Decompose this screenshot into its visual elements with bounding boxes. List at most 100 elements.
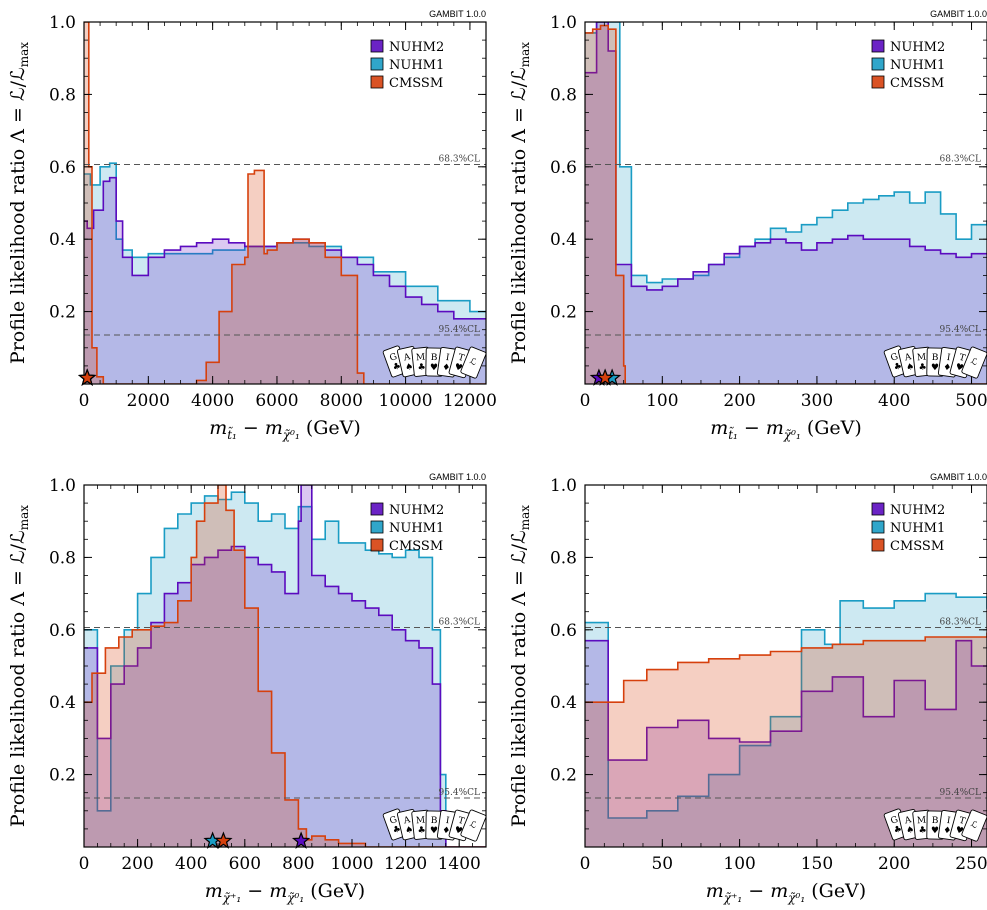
legend-label-nuhm2: NUHM2 [890, 503, 945, 518]
svg-text:B: B [932, 816, 939, 826]
gambit-logo: G♣A♠M♣B♥I♦T♥ ℒ [883, 808, 987, 842]
svg-text:I: I [445, 816, 450, 826]
series-fill-nuhm2 [84, 177, 486, 384]
legend-label-cmssm: CMSSM [389, 76, 443, 91]
svg-text:G: G [388, 352, 398, 364]
x-axis-label: mt̃₁ − mχ̃⁰₁ (GeV) [209, 417, 361, 442]
svg-text:♥: ♥ [453, 362, 463, 374]
y-tick-label: 0.8 [550, 85, 577, 105]
x-tick-label: 0 [79, 854, 90, 874]
svg-text:♥: ♥ [430, 363, 438, 373]
svg-text:M: M [415, 815, 425, 826]
legend-label-cmssm: CMSSM [389, 539, 443, 554]
series-line-nuhm1 [585, 592, 987, 819]
svg-text:A: A [402, 815, 412, 827]
svg-text:♠: ♠ [404, 362, 414, 374]
x-tick-label: 10000 [379, 391, 433, 411]
svg-text:♠: ♠ [404, 825, 414, 837]
svg-text:♣: ♣ [417, 362, 426, 373]
chart-panel-1: 68.3%CL 95.4%CL 0 2000 4000 6000 8000 10000 1200… [7, 9, 497, 442]
legend-swatch-nuhm2 [370, 39, 384, 53]
svg-text:♠: ♠ [905, 825, 915, 837]
series-line-nuhm1 [84, 162, 486, 313]
series-fill-nuhm2 [585, 22, 987, 384]
svg-text:♥: ♥ [954, 362, 964, 374]
x-tick-label: 250 [955, 854, 987, 874]
x-tick-label: 0 [79, 391, 90, 411]
x-tick-label: 400 [175, 854, 207, 874]
y-tick-label: 1.0 [550, 476, 577, 496]
x-tick-label: 200 [121, 854, 153, 874]
y-axis-label: Profile likelihood ratio Λ = ℒ/ℒmax [508, 42, 532, 364]
gambit-version-tag: GAMBIT 1.0.0 [930, 9, 987, 19]
svg-text:M: M [916, 352, 926, 363]
y-axis-label: Profile likelihood ratio Λ = ℒ/ℒmax [7, 42, 31, 364]
x-tick-label: 800 [282, 854, 314, 874]
y-tick-label: 0.6 [550, 158, 577, 178]
cl-label-lower: 95.4%CL [439, 325, 480, 335]
y-tick-label: 0.2 [49, 766, 76, 786]
svg-text:♠: ♠ [905, 362, 915, 374]
series-line-cmssm [585, 632, 987, 703]
series-line-nuhm1 [84, 491, 486, 847]
series-line-cmssm [585, 24, 987, 384]
series-fill-cmssm [84, 22, 486, 384]
svg-text:A: A [903, 815, 913, 827]
x-tick-label: 100 [646, 391, 678, 411]
svg-text:♣: ♣ [918, 825, 927, 836]
svg-text:♣: ♣ [892, 361, 903, 373]
svg-text:T: T [958, 353, 966, 364]
y-tick-label: 0.8 [49, 85, 76, 105]
series-line-nuhm2 [84, 176, 486, 320]
x-tick-label: 400 [878, 391, 910, 411]
svg-text:♥: ♥ [931, 826, 939, 836]
y-axis-label: Profile likelihood ratio Λ = ℒ/ℒmax [508, 505, 532, 827]
x-tick-label: 600 [229, 854, 261, 874]
svg-text:G: G [889, 815, 899, 827]
cl-label-lower: 95.4%CL [439, 788, 480, 798]
legend-label-nuhm2: NUHM2 [890, 40, 945, 55]
series-fill-nuhm1 [585, 593, 987, 847]
svg-text:T: T [457, 353, 465, 364]
legend-label-nuhm1: NUHM1 [890, 58, 945, 73]
svg-text:T: T [457, 816, 465, 827]
chart-panel-3: 68.3%CL 95.4%CL 0 200 400 600 800 1000 1200 1400 0… [7, 472, 487, 905]
x-tick-label: 4000 [191, 391, 234, 411]
svg-text:♣: ♣ [892, 824, 903, 836]
y-axis-label: Profile likelihood ratio Λ = ℒ/ℒmax [7, 505, 31, 827]
cl-label-upper: 68.3%CL [439, 154, 480, 164]
series-fill-nuhm1 [84, 163, 486, 384]
cl-label-upper: 68.3%CL [940, 154, 981, 164]
legend-label-nuhm2: NUHM2 [389, 40, 444, 55]
x-tick-label: 1000 [330, 854, 373, 874]
x-tick-label: 150 [801, 854, 833, 874]
x-tick-label: 500 [955, 391, 987, 411]
svg-text:ℒ: ℒ [969, 820, 979, 832]
legend-swatch-nuhm2 [871, 39, 885, 53]
gambit-logo: G♣A♠M♣B♥I♦T♥ ℒ [382, 345, 487, 379]
svg-text:♣: ♣ [391, 824, 402, 836]
svg-text:♥: ♥ [453, 825, 463, 837]
y-tick-label: 0.4 [49, 230, 76, 250]
gambit-version-tag: GAMBIT 1.0.0 [930, 472, 987, 482]
y-tick-label: 0.2 [550, 766, 577, 786]
svg-text:G: G [889, 352, 899, 364]
plot-area [585, 22, 987, 384]
y-tick-label: 0.6 [550, 621, 577, 641]
legend-swatch-nuhm2 [871, 502, 885, 516]
legend-label-nuhm1: NUHM1 [890, 521, 945, 536]
y-tick-label: 0.4 [550, 693, 577, 713]
x-axis-label: mχ̃⁺₁ − mχ̃⁰₁ (GeV) [205, 880, 365, 905]
legend-label-cmssm: CMSSM [890, 76, 944, 91]
svg-text:B: B [932, 353, 939, 363]
y-tick-label: 1.0 [49, 476, 76, 496]
x-tick-label: 2000 [127, 391, 170, 411]
bestfit-star-cmssm [595, 368, 615, 386]
series-fill-nuhm1 [84, 492, 486, 847]
legend-swatch-nuhm1 [871, 57, 885, 71]
svg-text:♦: ♦ [942, 363, 951, 374]
svg-text:I: I [445, 353, 450, 363]
svg-text:♣: ♣ [918, 362, 927, 373]
svg-text:♣: ♣ [391, 361, 402, 373]
svg-text:♥: ♥ [931, 363, 939, 373]
